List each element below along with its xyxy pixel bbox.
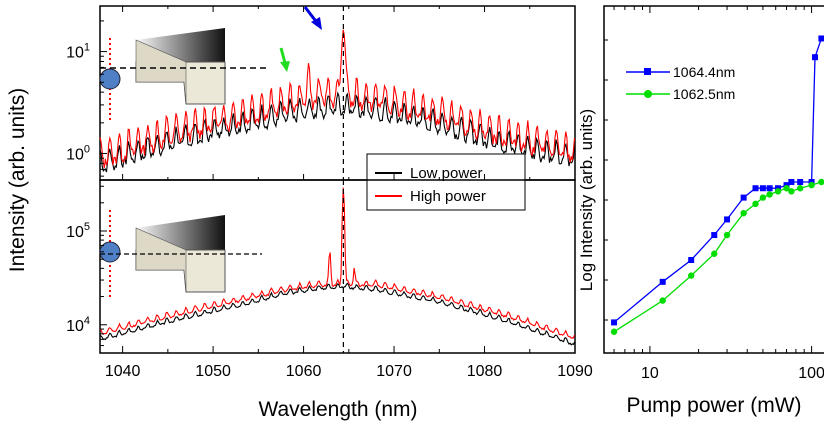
data-point — [752, 185, 759, 192]
data-point — [788, 188, 795, 195]
bottom-inset-illustration — [99, 210, 262, 297]
right-panel: 10 100 1064.4nm 1062.5nm Log Intensity (a… — [577, 5, 824, 417]
shared-y-label: Intensity (arb. units) — [6, 88, 29, 272]
x-tick-label: 10 — [641, 365, 659, 382]
right-legend: 1064.4nm 1062.5nm — [626, 64, 735, 102]
data-point — [659, 297, 666, 304]
data-point — [711, 250, 718, 257]
series-line — [99, 282, 575, 346]
x-tick-label: 1050 — [195, 363, 231, 380]
data-point — [783, 185, 790, 192]
right-x-ticks: 10 100 — [604, 6, 824, 382]
bottom-x-ticks: 1040 1050 1060 1070 1080 1090 — [105, 6, 593, 380]
top-panel: 100 101 Low power High power — [66, 5, 576, 211]
data-point — [818, 178, 824, 186]
data-point — [818, 35, 824, 42]
data-point — [788, 179, 795, 185]
data-point — [759, 194, 767, 201]
bottom-curves — [99, 187, 576, 346]
x-tick-label: 1070 — [376, 363, 412, 380]
circle-marker — [99, 68, 121, 90]
right-panel-frame — [603, 5, 824, 354]
bottom-panel-frame — [99, 179, 576, 354]
data-point — [724, 216, 731, 223]
right-x-label: Pump power (mW) — [626, 394, 801, 417]
legend-high-power: High power — [410, 188, 486, 205]
top-inset-illustration — [99, 28, 270, 122]
data-point — [766, 191, 773, 198]
data-point — [752, 200, 759, 208]
legend: Low power High power — [366, 153, 526, 211]
data-point — [759, 185, 766, 192]
y-tick-label: 101 — [66, 42, 90, 62]
data-point — [774, 188, 782, 195]
bottom-y-ticks: 104 105 — [66, 185, 107, 354]
legend-1064: 1064.4nm — [673, 64, 735, 80]
data-point — [659, 278, 666, 285]
right-y-label: Log Intensity (arb. units) — [577, 109, 596, 291]
legend-low-power: Low power — [410, 165, 483, 182]
data-point — [740, 210, 747, 217]
data-point — [711, 232, 718, 239]
data-point — [796, 185, 804, 192]
series-line — [99, 187, 576, 339]
top-curves — [99, 29, 576, 173]
y-tick-label: 105 — [66, 221, 90, 241]
green-arrow-icon — [279, 47, 290, 72]
x-tick-label: 1080 — [467, 363, 503, 380]
data-point — [687, 272, 695, 279]
x-tick-label: 1060 — [286, 363, 322, 380]
series-line — [613, 179, 824, 333]
left-x-label: Wavelength (nm) — [258, 398, 417, 421]
y-tick-label: 100 — [66, 144, 90, 164]
series-line — [99, 29, 576, 169]
data-point — [808, 181, 815, 189]
data-point — [610, 328, 618, 335]
data-point — [797, 179, 804, 185]
legend-1062: 1062.5nm — [673, 86, 735, 102]
data-point — [688, 257, 695, 263]
data-point — [812, 54, 819, 61]
data-point — [723, 231, 731, 239]
series-line — [99, 91, 576, 173]
data-point — [740, 194, 747, 201]
data-point — [766, 185, 773, 192]
blue-arrow-icon — [303, 6, 322, 30]
data-point — [611, 319, 618, 326]
x-tick-label: 1040 — [105, 363, 141, 380]
y-tick-label: 104 — [66, 315, 90, 335]
x-tick-label: 100 — [798, 365, 824, 382]
x-tick-label: 1090 — [557, 363, 593, 380]
right-curves — [610, 35, 824, 335]
top-y-ticks: 100 101 — [66, 20, 107, 177]
bottom-panel: 104 105 1040 1050 1060 1070 1080 1090 — [66, 6, 593, 380]
